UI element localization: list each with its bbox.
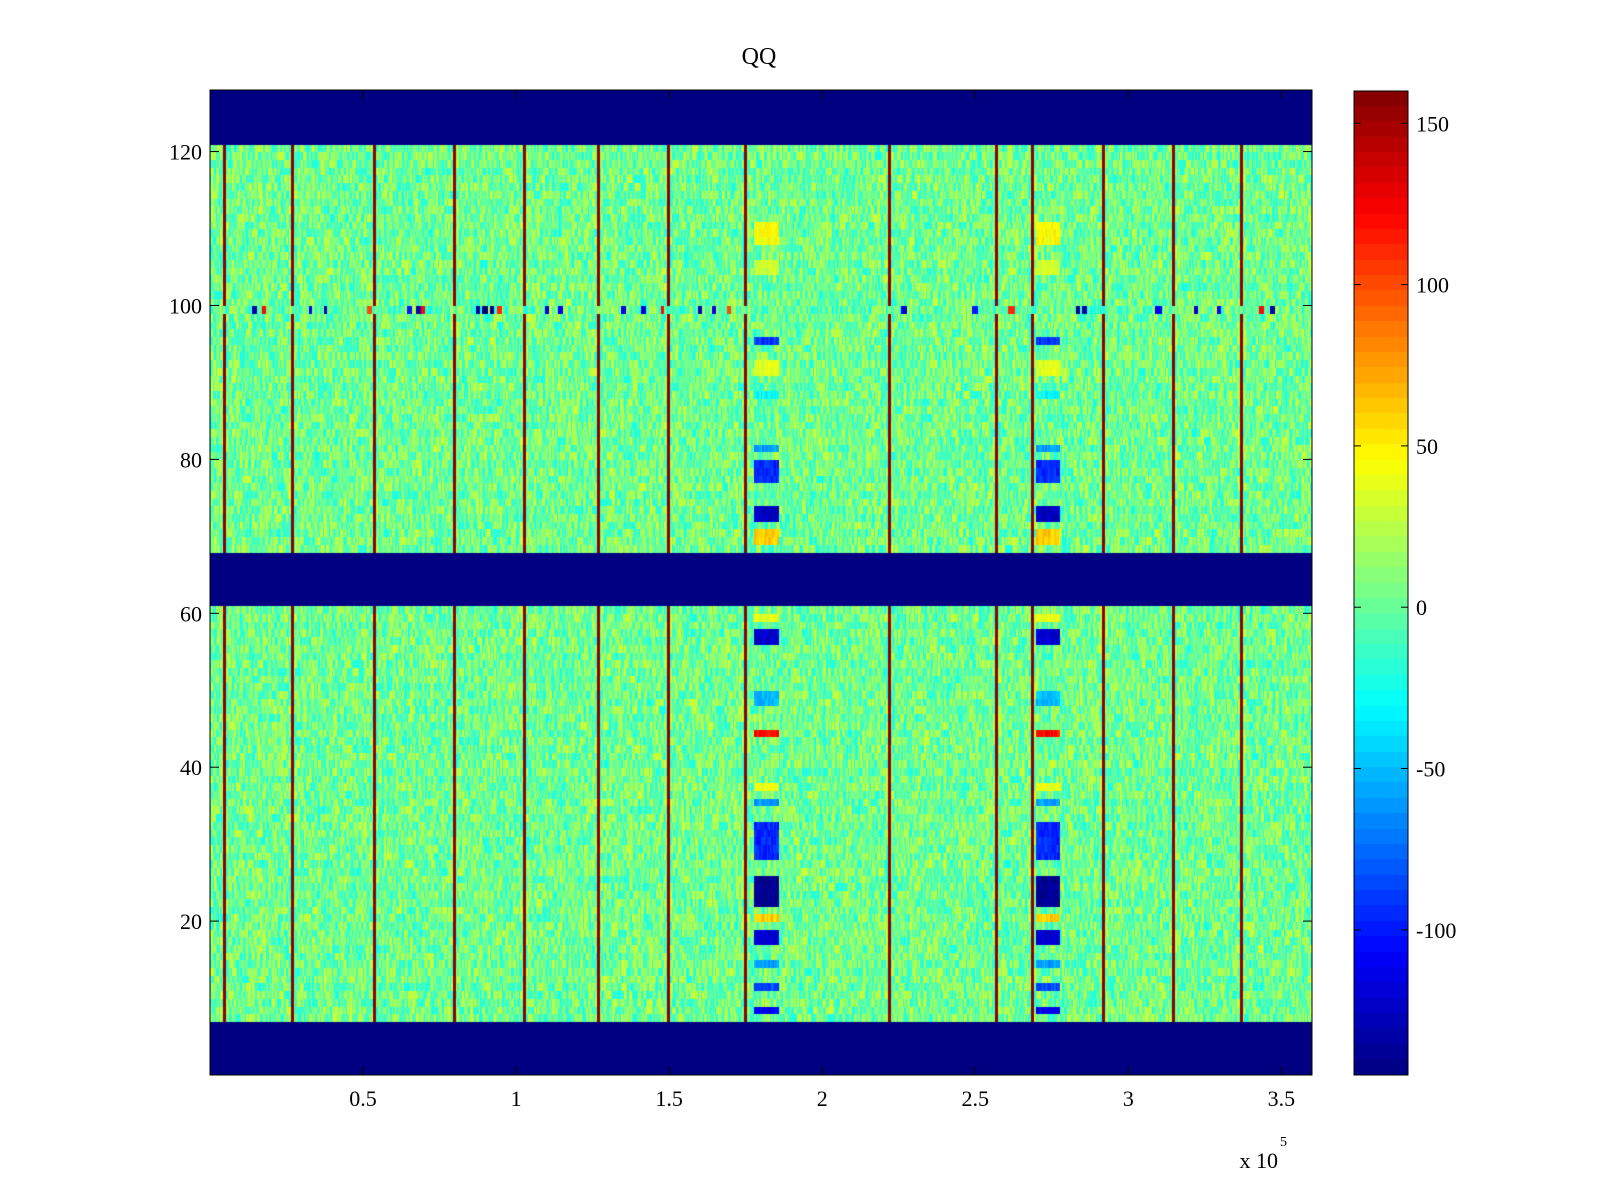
heatmap-container [210,90,1312,1075]
x-tick-label: 2.5 [962,1086,990,1111]
x-axis-exponent: 5 [1280,1135,1287,1150]
y-tick-label: 100 [169,293,202,318]
colorbar-axis: 150 100 50 0 -50 -100 [1354,111,1456,943]
y-axis: 20 40 60 80 100 120 [169,140,1312,934]
y-tick-label: 20 [180,909,202,934]
heatmap-image [210,90,1312,1075]
colorbar-image [1354,91,1408,1075]
colorbar-tick-label: 150 [1416,111,1449,136]
x-tick-label: 3 [1123,1086,1134,1111]
x-tick-label: 3.5 [1268,1086,1296,1111]
y-tick-label: 120 [169,140,202,165]
x-tick-label: 1 [511,1086,522,1111]
x-axis-exponent-label: x 10 [1240,1148,1279,1173]
y-tick-label: 80 [180,447,202,472]
plot-area-frame [209,89,1313,1076]
x-tick-label: 0.5 [349,1086,377,1111]
x-tick-label: 1.5 [655,1086,683,1111]
colorbar-tick-label: -50 [1416,757,1445,782]
colorbar-frame [1353,90,1409,1076]
x-tick-label: 2 [817,1086,828,1111]
colorbar-tick-label: 0 [1416,595,1427,620]
y-tick-label: 40 [180,755,202,780]
colorbar-tick-label: -100 [1416,918,1456,943]
colorbar-tick-label: 50 [1416,434,1438,459]
y-tick-label: 60 [180,601,202,626]
x-axis: 0.5 1 1.5 2 2.5 3 3.5 [349,90,1295,1111]
chart-title: QQ [742,44,777,70]
colorbar-container [1354,91,1408,1075]
colorbar-tick-label: 100 [1416,273,1449,298]
